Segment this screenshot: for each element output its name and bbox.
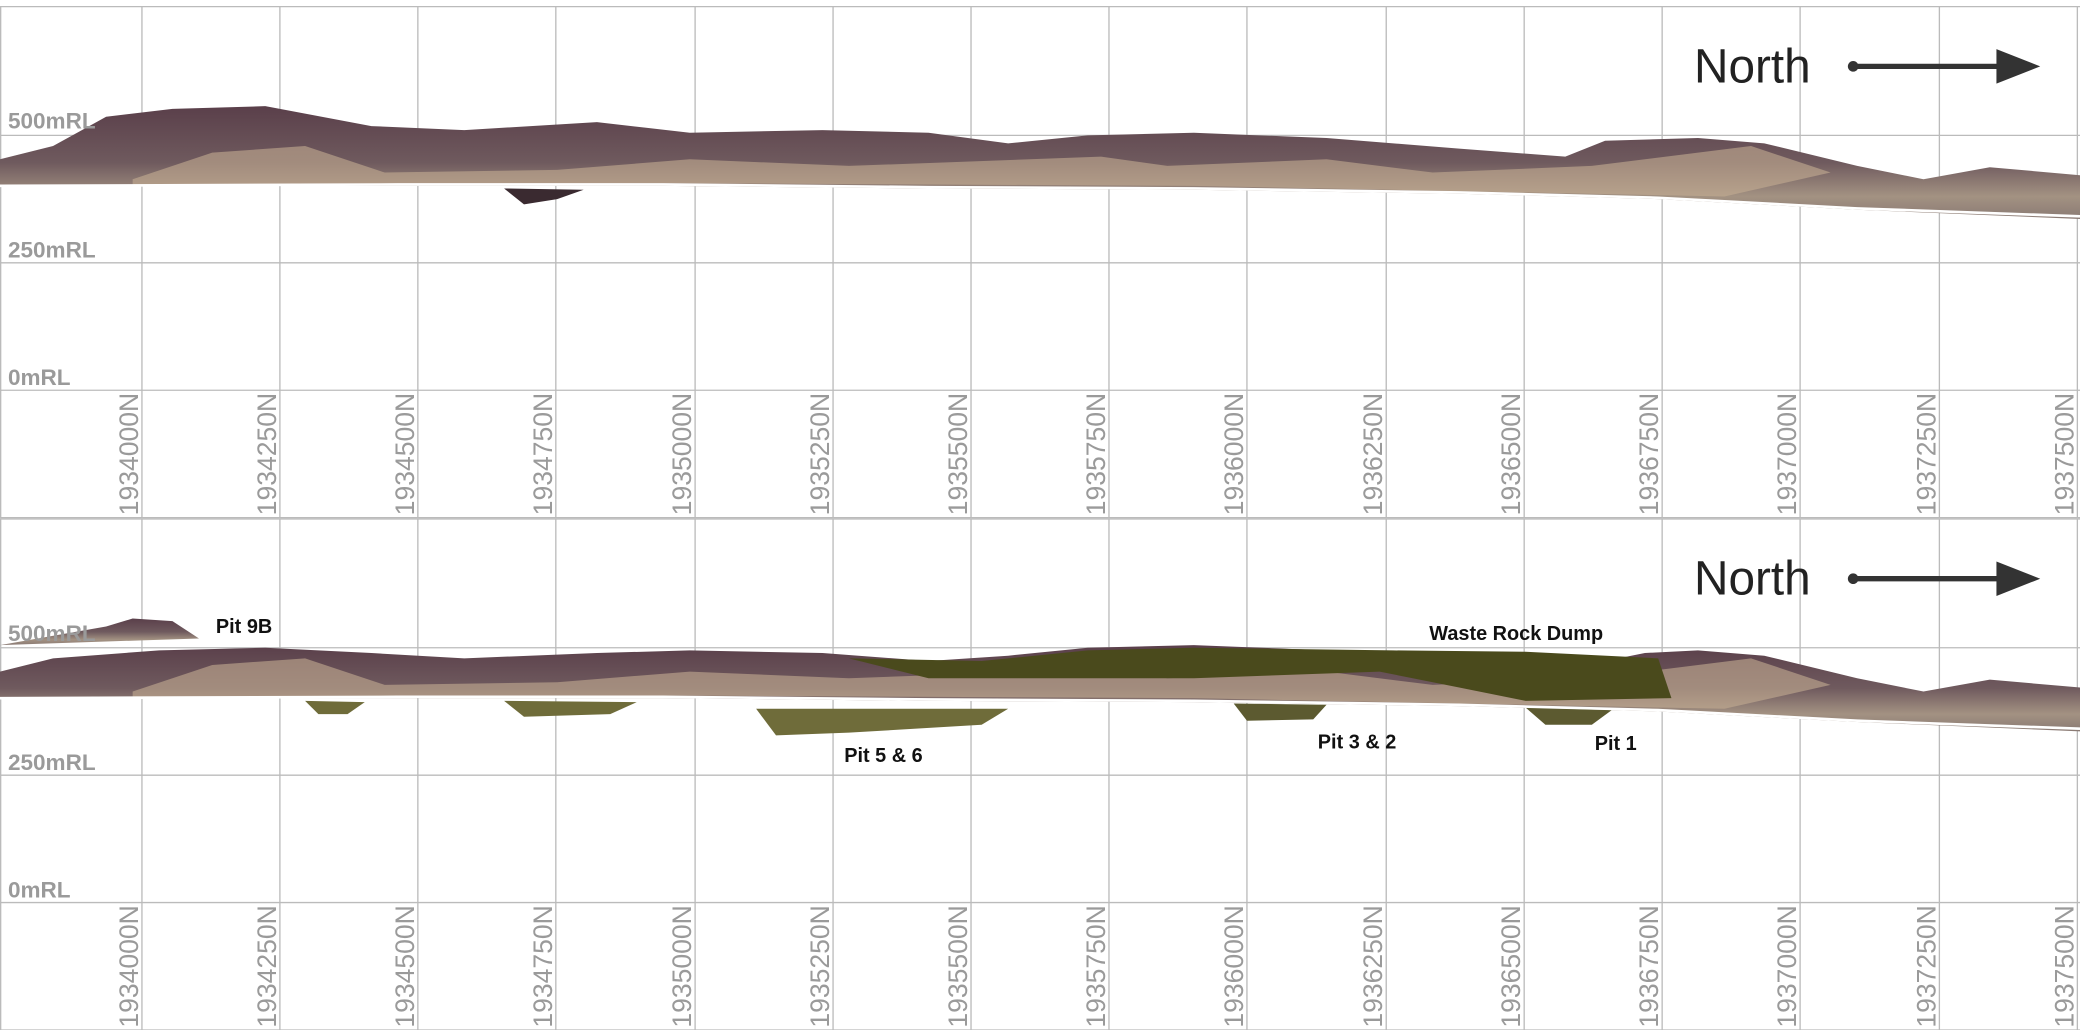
northing-label: 1936750N <box>1634 393 1664 515</box>
northing-label: 1934500N <box>390 905 420 1027</box>
annotation: Pit 1 <box>1595 733 1637 755</box>
terrain-section <box>0 618 2080 736</box>
northing-label: 1937250N <box>1911 905 1941 1027</box>
annotation: Pit 3 & 2 <box>1318 732 1396 754</box>
northing-label: 1934500N <box>390 393 420 515</box>
north-arrow-tail <box>1847 61 1859 72</box>
northing-label: 1936250N <box>1358 905 1388 1027</box>
northing-label: 1937250N <box>1911 393 1941 515</box>
elevation-label: 0mRL <box>8 877 71 902</box>
elevation-label: 250mRL <box>8 750 96 775</box>
annotation: Waste Rock Dump <box>1429 623 1603 645</box>
north-label: North <box>1694 553 1811 606</box>
northing-label: 1934250N <box>252 393 282 515</box>
northing-label: 1935750N <box>1081 905 1111 1027</box>
northing-label: 1936750N <box>1634 905 1664 1027</box>
northing-label: 1937000N <box>1772 905 1802 1027</box>
northing-label: 1936000N <box>1219 393 1249 515</box>
northing-label: 1936500N <box>1496 393 1526 515</box>
north-arrow-tail <box>1847 573 1859 585</box>
northing-label: 1935750N <box>1081 393 1111 515</box>
annotation: Pit 9B <box>216 616 272 638</box>
grid <box>0 5 2080 519</box>
northing-label: 1935250N <box>805 393 835 515</box>
northing-label: 1935500N <box>943 393 973 515</box>
northing-label: 1935000N <box>667 393 697 515</box>
northing-label: 1936250N <box>1358 393 1388 515</box>
northing-label: 1934000N <box>114 393 144 515</box>
north-label: North <box>1694 40 1811 93</box>
northing-label: 1937500N <box>2049 393 2079 515</box>
northing-label: 1934750N <box>528 905 558 1027</box>
elevation-label: 0mRL <box>8 365 71 390</box>
northing-label: 1937500N <box>2049 905 2079 1027</box>
north-arrow-head <box>1996 49 2041 84</box>
terrain-section <box>0 106 2080 220</box>
elevation-label: 500mRL <box>8 109 96 134</box>
grid <box>0 518 2080 1030</box>
elevation-label: 500mRL <box>8 621 96 646</box>
northing-label: 1936500N <box>1496 905 1526 1027</box>
northing-label: 1934250N <box>252 905 282 1027</box>
northing-label: 1937000N <box>1772 393 1802 515</box>
north-arrow-head <box>1996 561 2041 596</box>
elevation-label: 250mRL <box>8 237 96 262</box>
northing-label: 1934750N <box>528 393 558 515</box>
northing-label: 1936000N <box>1219 905 1249 1027</box>
annotation: Pit 5 & 6 <box>844 745 922 767</box>
northing-label: 1935000N <box>667 905 697 1027</box>
northing-label: 1935250N <box>805 905 835 1027</box>
northing-label: 1935500N <box>943 905 973 1027</box>
northing-label: 1934000N <box>114 905 144 1027</box>
